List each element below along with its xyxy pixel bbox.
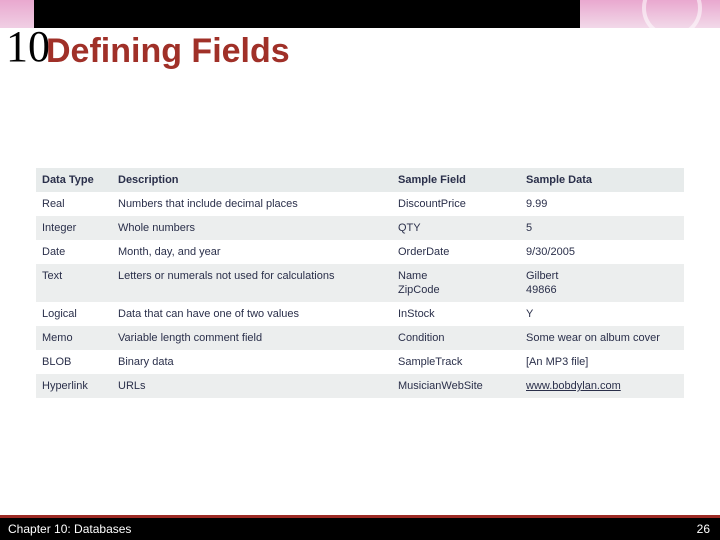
table-cell: URLs [112, 374, 392, 398]
table-header-row: Data Type Description Sample Field Sampl… [36, 168, 684, 192]
topbar-arc-icon [642, 0, 702, 38]
col-header: Sample Field [392, 168, 520, 192]
table-body: RealNumbers that include decimal placesD… [36, 192, 684, 398]
table-cell: [An MP3 file] [520, 350, 684, 374]
table-cell: Real [36, 192, 112, 216]
table-row: HyperlinkURLsMusicianWebSite www.bobdylan… [36, 374, 684, 398]
table-cell: Logical [36, 302, 112, 326]
slide: 10 Defining Fields Data Type Description… [0, 0, 720, 540]
table-cell: Some wear on album cover [520, 326, 684, 350]
table-cell: SampleTrack [392, 350, 520, 374]
table-cell: 9/30/2005 [520, 240, 684, 264]
table-cell: Date [36, 240, 112, 264]
table-cell: QTY [392, 216, 520, 240]
table-cell: Binary data [112, 350, 392, 374]
table-cell: 9.99 [520, 192, 684, 216]
col-header: Description [112, 168, 392, 192]
table-row: BLOBBinary dataSampleTrack[An MP3 file] [36, 350, 684, 374]
table-cell: Memo [36, 326, 112, 350]
table-cell: Integer [36, 216, 112, 240]
col-header: Sample Data [520, 168, 684, 192]
table-cell: Gilbert49866 [520, 264, 684, 302]
table: Data Type Description Sample Field Sampl… [36, 168, 684, 398]
table-cell: Hyperlink [36, 374, 112, 398]
table-row: LogicalData that can have one of two val… [36, 302, 684, 326]
chapter-number: 10 [6, 24, 36, 70]
table-cell: Whole numbers [112, 216, 392, 240]
topbar-pink-right [580, 0, 720, 28]
table-row: DateMonth, day, and yearOrderDate9/30/20… [36, 240, 684, 264]
table-cell: Condition [392, 326, 520, 350]
table-cell: Variable length comment field [112, 326, 392, 350]
table-cell: 5 [520, 216, 684, 240]
hyperlink-text[interactable]: www.bobdylan.com [526, 380, 621, 392]
table-cell: Text [36, 264, 112, 302]
footer-text: Chapter 10: Databases [8, 522, 131, 536]
table-cell: OrderDate [392, 240, 520, 264]
table-row: MemoVariable length comment fieldConditi… [36, 326, 684, 350]
data-types-table: Data Type Description Sample Field Sampl… [36, 168, 684, 398]
table-cell: MusicianWebSite [392, 374, 520, 398]
table-row: IntegerWhole numbersQTY5 [36, 216, 684, 240]
table-cell: Month, day, and year [112, 240, 392, 264]
table-cell: Y [520, 302, 684, 326]
table-cell: NameZipCode [392, 264, 520, 302]
table-cell: Numbers that include decimal places [112, 192, 392, 216]
col-header: Data Type [36, 168, 112, 192]
table-row: RealNumbers that include decimal placesD… [36, 192, 684, 216]
page-title: Defining Fields [46, 32, 290, 71]
table-cell: DiscountPrice [392, 192, 520, 216]
table-cell: InStock [392, 302, 520, 326]
footer-bar: Chapter 10: Databases 26 [0, 518, 720, 540]
table-row: TextLetters or numerals not used for cal… [36, 264, 684, 302]
table-cell: Data that can have one of two values [112, 302, 392, 326]
footer-page-number: 26 [697, 522, 710, 536]
footer-accent-line [0, 515, 720, 518]
table-cell: www.bobdylan.com [520, 374, 684, 398]
table-cell: BLOB [36, 350, 112, 374]
table-cell: Letters or numerals not used for calcula… [112, 264, 392, 302]
top-decoration [0, 0, 720, 28]
